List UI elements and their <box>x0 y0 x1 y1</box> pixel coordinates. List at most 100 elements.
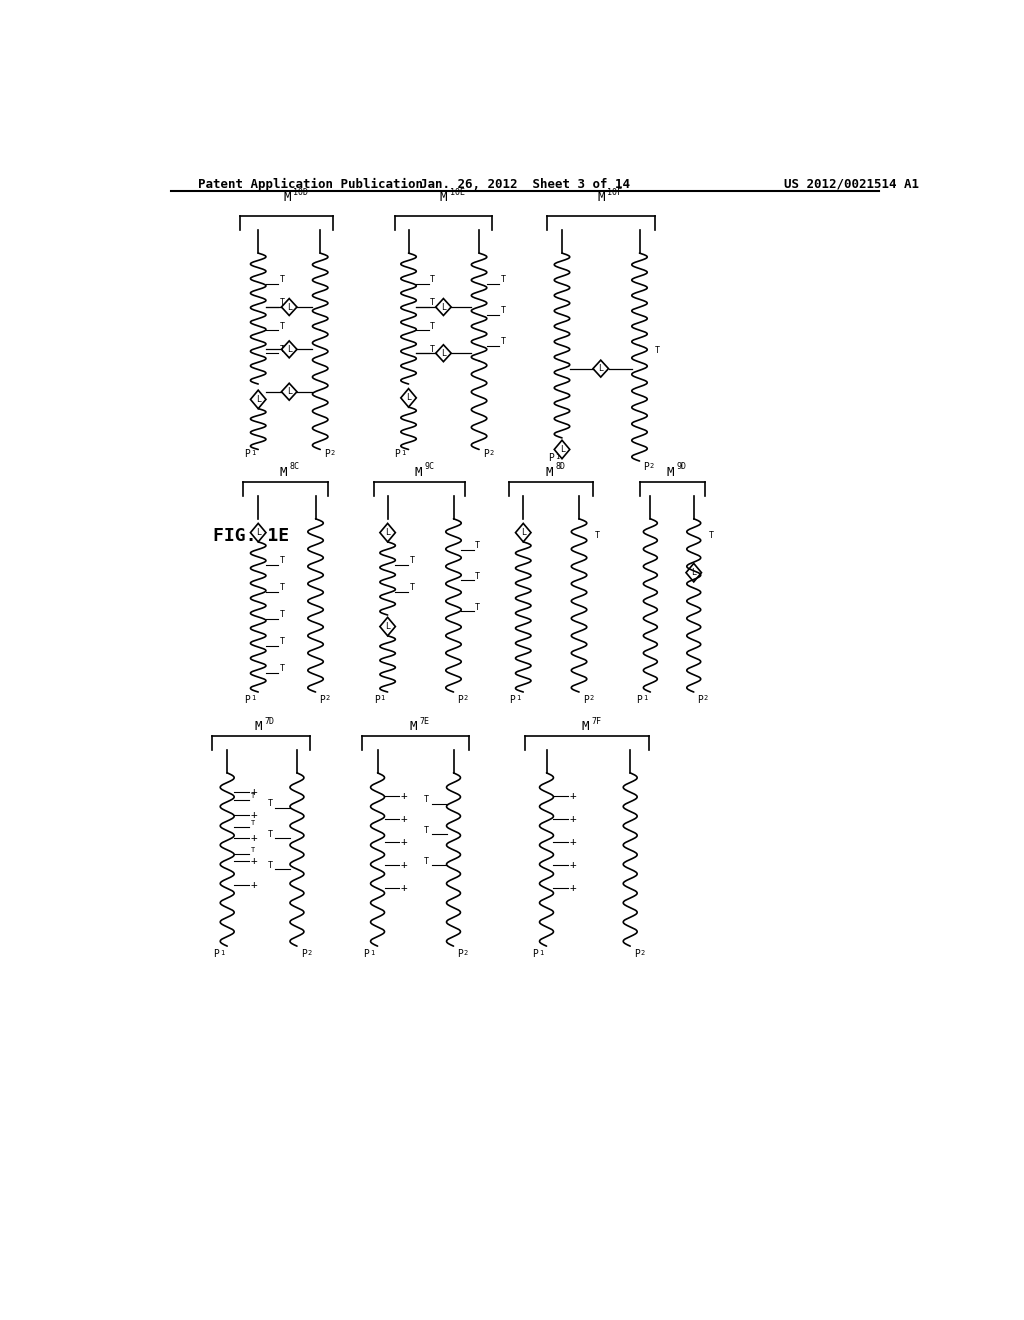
Text: 1: 1 <box>371 949 375 956</box>
Text: 9D: 9D <box>677 462 687 471</box>
Text: P: P <box>643 462 649 473</box>
Text: 1: 1 <box>555 454 559 459</box>
Text: T: T <box>501 276 506 284</box>
Text: T: T <box>267 799 272 808</box>
Text: L: L <box>691 568 696 577</box>
Text: +: + <box>251 787 257 797</box>
Text: +: + <box>400 861 408 870</box>
Text: 7F: 7F <box>592 717 601 726</box>
Text: +: + <box>400 814 408 824</box>
Text: P: P <box>583 694 589 705</box>
Text: 2: 2 <box>489 450 494 455</box>
Text: 1: 1 <box>516 696 520 701</box>
Text: T: T <box>501 337 506 346</box>
Text: T: T <box>251 820 255 826</box>
Text: T: T <box>655 346 660 355</box>
Text: 1: 1 <box>251 696 255 701</box>
Text: +: + <box>400 791 408 801</box>
Text: 1: 1 <box>381 696 385 701</box>
Text: L: L <box>407 393 411 403</box>
Text: T: T <box>280 298 285 308</box>
Text: L: L <box>560 445 564 454</box>
Text: T: T <box>280 557 285 565</box>
Text: T: T <box>251 847 255 853</box>
Text: T: T <box>280 610 285 619</box>
Text: 2: 2 <box>464 949 468 956</box>
Text: M: M <box>597 191 604 203</box>
Text: 2: 2 <box>589 696 593 701</box>
Text: P: P <box>634 949 640 958</box>
Text: +: + <box>251 810 257 820</box>
Text: P: P <box>245 694 250 705</box>
Text: T: T <box>424 795 429 804</box>
Text: +: + <box>400 837 408 847</box>
Text: M: M <box>582 719 589 733</box>
Text: 2: 2 <box>649 463 654 469</box>
Text: 2: 2 <box>326 696 330 701</box>
Text: T: T <box>280 638 285 647</box>
Text: 9C: 9C <box>425 462 435 471</box>
Text: L: L <box>385 528 390 537</box>
Text: T: T <box>424 826 429 836</box>
Text: L: L <box>441 348 445 358</box>
Text: 10E: 10E <box>450 187 465 197</box>
Text: T: T <box>267 830 272 838</box>
Text: L: L <box>287 387 292 396</box>
Text: M: M <box>415 466 422 479</box>
Text: 7D: 7D <box>264 717 274 726</box>
Text: +: + <box>569 814 577 824</box>
Text: 2: 2 <box>640 949 644 956</box>
Text: L: L <box>385 622 390 631</box>
Text: L: L <box>256 528 260 537</box>
Text: P: P <box>364 949 370 958</box>
Text: 1: 1 <box>251 450 255 455</box>
Text: P: P <box>458 694 463 705</box>
Text: 2: 2 <box>464 696 468 701</box>
Text: L: L <box>287 302 292 312</box>
Text: M: M <box>283 191 291 203</box>
Text: T: T <box>430 298 435 308</box>
Text: +: + <box>569 837 577 847</box>
Text: +: + <box>251 857 257 866</box>
Text: Patent Application Publication: Patent Application Publication <box>198 178 423 190</box>
Text: P: P <box>532 949 539 958</box>
Text: +: + <box>569 791 577 801</box>
Text: +: + <box>400 883 408 894</box>
Text: T: T <box>280 322 285 330</box>
Text: 1: 1 <box>643 696 647 701</box>
Text: T: T <box>280 345 285 354</box>
Text: M: M <box>546 466 553 479</box>
Text: T: T <box>430 276 435 284</box>
Text: P: P <box>374 694 380 705</box>
Text: +: + <box>251 879 257 890</box>
Text: L: L <box>287 345 292 354</box>
Text: L: L <box>521 528 525 537</box>
Text: FIG. 1E: FIG. 1E <box>213 527 290 545</box>
Text: M: M <box>280 466 287 479</box>
Text: M: M <box>410 719 417 733</box>
Text: M: M <box>439 191 447 203</box>
Text: T: T <box>710 531 715 540</box>
Text: P: P <box>697 694 703 705</box>
Text: L: L <box>598 364 603 374</box>
Text: T: T <box>475 572 480 581</box>
Text: P: P <box>324 449 330 459</box>
Text: T: T <box>280 664 285 673</box>
Text: P: P <box>213 949 219 958</box>
Text: T: T <box>595 531 599 540</box>
Text: P: P <box>245 449 250 459</box>
Text: T: T <box>280 276 285 284</box>
Text: 7E: 7E <box>420 717 429 726</box>
Text: P: P <box>509 694 515 705</box>
Text: M: M <box>667 466 674 479</box>
Text: +: + <box>569 883 577 894</box>
Text: 1: 1 <box>540 949 544 956</box>
Text: 10D: 10D <box>293 187 308 197</box>
Text: T: T <box>410 583 415 593</box>
Text: T: T <box>280 583 285 593</box>
Text: 2: 2 <box>331 450 335 455</box>
Text: US 2012/0021514 A1: US 2012/0021514 A1 <box>784 178 920 190</box>
Text: T: T <box>475 603 480 611</box>
Text: Jan. 26, 2012  Sheet 3 of 14: Jan. 26, 2012 Sheet 3 of 14 <box>420 178 630 190</box>
Text: P: P <box>483 449 488 459</box>
